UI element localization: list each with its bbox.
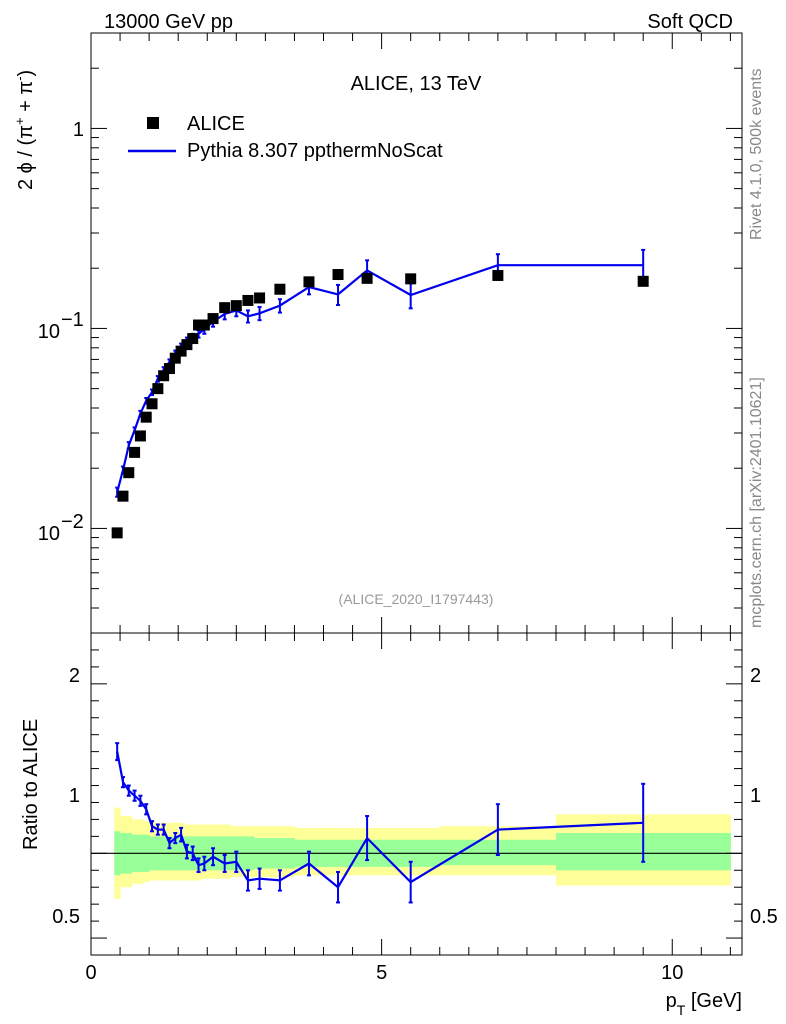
data-point [361,272,373,284]
ytick-1: 1 [73,119,84,141]
chart-title: ALICE, 13 TeV [351,73,482,95]
ratio-ytick-2-right: 2 [750,665,761,687]
data-point [117,490,129,502]
data-point [492,269,504,281]
legend-mc-label: Pythia 8.307 ppthermNoScat [187,140,443,162]
data-point [163,363,175,375]
ytick-0.1-exp: −1 [61,309,84,331]
data-point [230,300,242,312]
data-point [129,446,141,458]
data-point [181,339,193,351]
xtick-label: 0 [85,962,96,984]
ratio-ytick-0.5-right: 0.5 [750,906,778,928]
data-point [637,275,649,287]
data-point [242,294,254,306]
main-panel: ALICE, 13 TeV (ALICE_2020_I1797443) ALIC… [12,32,743,634]
ytick-0.1: 10 [38,321,60,343]
mc-curve [116,264,644,493]
rivet-label: Rivet 4.1.0, 500k events [748,68,765,240]
data-point [152,383,164,395]
y-axis-label: 2 ϕ / (π+ + π-) [12,70,37,190]
data-point [303,276,315,288]
legend-data-label: ALICE [187,113,245,135]
xtick-label: 5 [376,962,387,984]
header-right: Soft QCD [647,11,733,33]
legend-data-marker [147,117,159,129]
ratio-ytick-1: 1 [69,785,80,807]
ytick-0.01: 10 [38,523,60,545]
data-point [219,302,231,314]
ratio-panel: 0.5 1 2 0.5 1 2 Ratio to ALICE 0 5 10 pT [… [20,632,778,1018]
data-point [175,345,187,357]
x-axis-label: pT [GeV] [666,990,742,1018]
ratio-ytick-2: 2 [69,665,80,687]
data-point [169,352,181,364]
ytick-0.01-exp: −2 [61,511,84,533]
data-point [207,313,219,325]
svg-text:2 ϕ / (π+ + π-): 2 ϕ / (π+ + π-) [12,70,37,190]
mcplots-label: mcplots.cern.ch [arXiv:2401.10621] [748,377,765,628]
data-point [111,527,123,539]
data-point [158,370,170,382]
data-point [332,269,344,281]
data-point [254,292,266,304]
ratio-ytick-1-right: 1 [750,785,761,807]
ratio-y-label: Ratio to ALICE [20,719,42,850]
data-point [134,430,146,442]
data-point [123,467,135,479]
ratio-ytick-0.5: 0.5 [52,906,80,928]
svg-text:pT [GeV]: pT [GeV] [666,990,742,1018]
data-point [274,283,286,295]
reference-label: (ALICE_2020_I1797443) [339,591,494,607]
data-point [405,273,417,285]
ratio-curve [116,751,644,889]
data-point [140,411,152,423]
ratio-frame [90,632,743,956]
data-point [146,398,158,410]
header-left: 13000 GeV pp [104,11,233,33]
xtick-label: 10 [661,962,683,984]
data-point [187,333,199,345]
data-point [198,319,210,331]
data-point [193,319,205,331]
